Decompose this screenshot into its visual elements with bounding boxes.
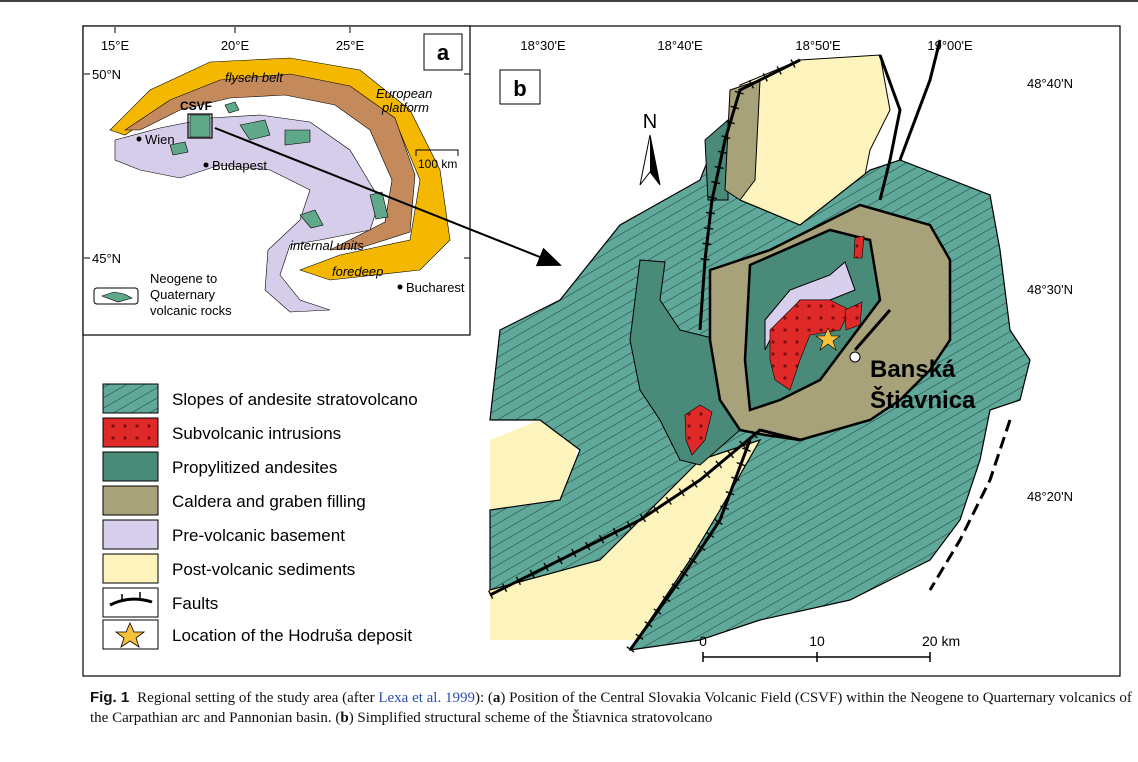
map-label: European xyxy=(376,86,432,101)
north-label: N xyxy=(643,111,657,133)
lon-label: 20°E xyxy=(221,38,250,53)
lat-label: 48°40'N xyxy=(1027,76,1073,91)
map-label: foredeep xyxy=(332,264,383,279)
town-label: Štiavnica xyxy=(870,386,976,414)
map-label: Wien xyxy=(145,132,175,147)
lat-label: 48°30'N xyxy=(1027,282,1073,297)
caption-text: ) Simplified structural scheme of the Št… xyxy=(348,710,713,726)
lat-label: 45°N xyxy=(92,251,121,266)
caption-bold: b xyxy=(340,710,349,726)
map-label: internal units xyxy=(290,238,364,253)
lat-label: 50°N xyxy=(92,67,121,82)
legend-label: Location of the Hodruša deposit xyxy=(172,626,412,645)
legend-label: Slopes of andesite stratovolcano xyxy=(172,390,418,409)
lon-label: 18°50'E xyxy=(795,38,841,53)
caption-text: ): ( xyxy=(474,690,493,706)
map-b xyxy=(487,39,1031,662)
scale-label: 10 xyxy=(809,633,825,649)
legend-a-label: Quaternary xyxy=(150,287,216,302)
legend-a-label: Neogene to xyxy=(150,271,217,286)
lon-label: 25°E xyxy=(336,38,365,53)
legend-label: Pre-volcanic basement xyxy=(172,526,345,545)
map-label: 100 km xyxy=(418,157,457,171)
caption-text: ) Position of the Central Slovakia Volca… xyxy=(90,690,1132,726)
figure-label: Fig. 1 xyxy=(90,689,130,706)
figure: b 18°30'E 18°40'E 18°50'E 19°00'E 48°40'… xyxy=(0,0,1138,677)
caption: Fig. 1 Regional setting of the study area… xyxy=(90,688,1135,728)
panel-label: b xyxy=(513,76,526,101)
caption-bold: a xyxy=(492,690,501,706)
legend: Slopes of andesite stratovolcano Subvolc… xyxy=(102,383,418,650)
lon-label: 15°E xyxy=(101,38,130,53)
legend-label: Propylitized andesites xyxy=(172,458,337,477)
map-label: CSVF xyxy=(180,99,212,113)
legend-a-label: volcanic rocks xyxy=(150,303,232,318)
panel-b-texts: b 18°30'E 18°40'E 18°50'E 19°00'E 48°40'… xyxy=(513,38,1073,649)
scale-label: 20 km xyxy=(922,633,960,649)
panel-a-texts: a 15°E 20°E 25°E 50°N 45°N flysch belt E… xyxy=(92,38,465,318)
map-label: flysch belt xyxy=(225,70,284,85)
town-label: Banská xyxy=(870,356,956,383)
lon-label: 18°40'E xyxy=(657,38,703,53)
lon-label: 18°30'E xyxy=(520,38,566,53)
pointer-arrow xyxy=(214,127,562,267)
legend-label: Faults xyxy=(172,594,218,613)
lat-label: 48°20'N xyxy=(1027,489,1073,504)
panel-label: a xyxy=(437,40,450,65)
map-label: Bucharest xyxy=(406,280,465,295)
lon-label: 19°00'E xyxy=(927,38,973,53)
legend-label: Post-volcanic sediments xyxy=(172,560,355,579)
scale-label: 0 xyxy=(699,633,707,649)
map-label: Budapest xyxy=(212,158,267,173)
citation-link[interactable]: Lexa et al. 1999 xyxy=(378,690,475,706)
legend-label: Caldera and graben filling xyxy=(172,492,366,511)
frame xyxy=(82,25,1121,677)
map-label: platform xyxy=(381,100,429,115)
map-a xyxy=(82,25,471,336)
caption-text: Regional setting of the study area (afte… xyxy=(137,690,379,706)
legend-label: Subvolcanic intrusions xyxy=(172,424,341,443)
